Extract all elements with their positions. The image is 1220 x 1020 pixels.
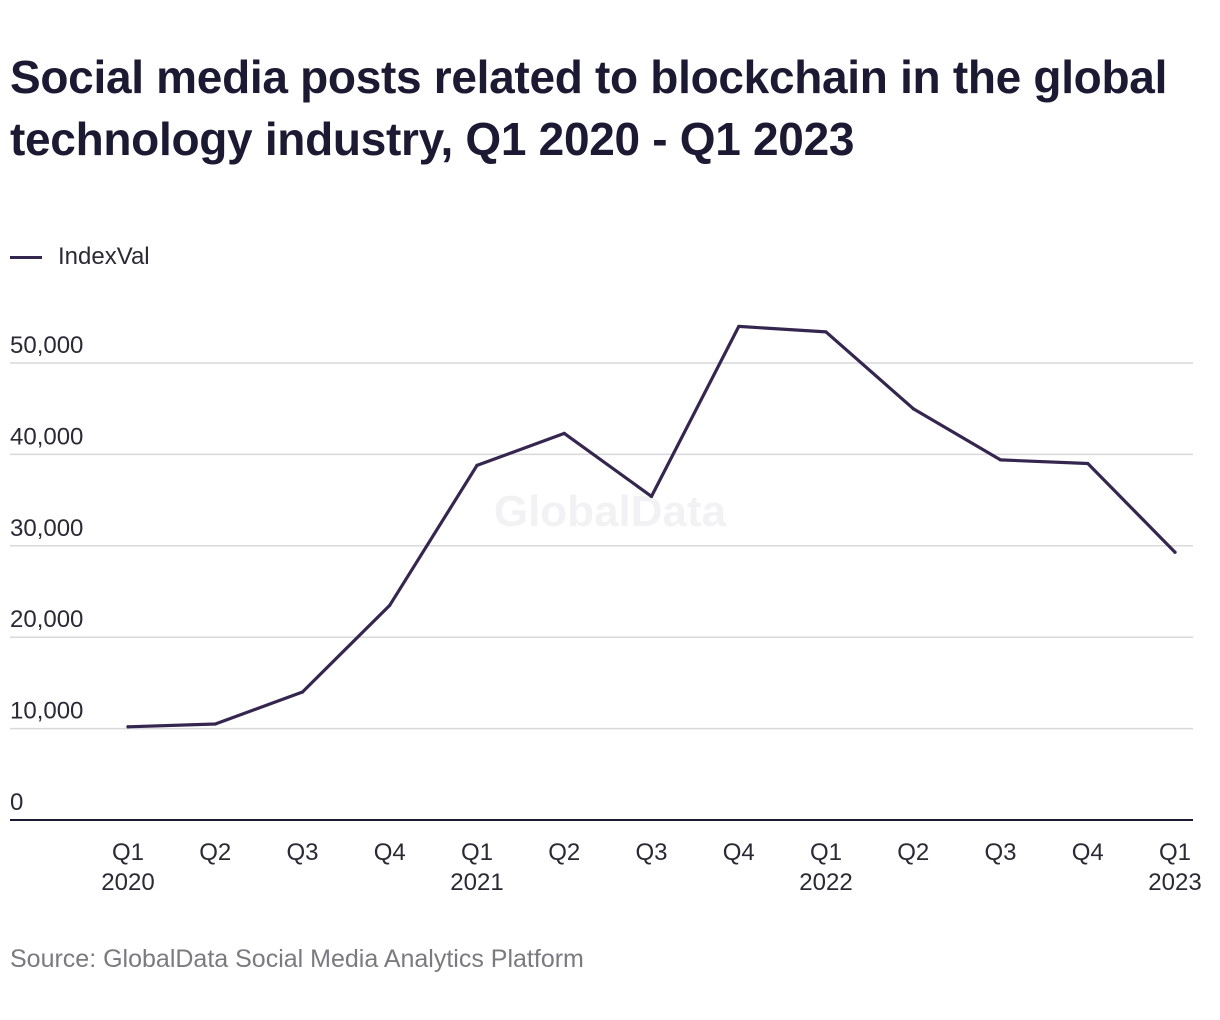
legend: IndexVal (10, 243, 150, 271)
x-tick-label: Q1 (810, 839, 842, 866)
data-point (911, 407, 915, 411)
x-tick-year-label: 2021 (450, 869, 503, 896)
data-point (998, 458, 1003, 462)
x-tick-label: Q4 (374, 839, 406, 866)
gridlines (10, 362, 1193, 730)
y-tick-label: 50,000 (10, 332, 83, 359)
data-point (737, 324, 741, 329)
y-tick-label: 0 (10, 789, 23, 816)
x-tick-label: Q1 (112, 839, 144, 866)
x-tick-label: Q4 (1072, 839, 1104, 866)
y-tick-label: 20,000 (10, 606, 83, 633)
x-tick-label: Q2 (548, 839, 580, 866)
data-point (562, 431, 566, 435)
watermark: GlobalData (494, 487, 727, 536)
legend-label-indexval: IndexVal (58, 243, 150, 270)
y-axis-ticks: 0 10,000 20,000 30,000 40,000 50,000 (10, 332, 83, 816)
x-tick-label: Q3 (984, 839, 1016, 866)
x-tick-year-label: 2022 (799, 869, 852, 896)
x-tick-year-label: 2020 (101, 869, 154, 896)
data-point (300, 690, 305, 694)
x-tick-year-label: 2023 (1148, 869, 1201, 896)
data-point (824, 330, 828, 334)
series-group (126, 324, 1177, 729)
x-tick-label: Q1 (1159, 839, 1191, 866)
x-tick-label: Q3 (635, 839, 667, 866)
x-tick-label: Q1 (461, 839, 493, 866)
x-tick-label: Q4 (723, 839, 755, 866)
legend-swatch-indexval (10, 255, 42, 259)
y-tick-label: 30,000 (10, 515, 83, 542)
x-tick-label: Q2 (199, 839, 231, 866)
x-axis-ticks: Q1 2020 Q2 Q3 Q4 Q1 2021 Q2 Q3 Q4 Q1 2022 Q2 Q3 Q4 Q1 20… (101, 839, 1201, 896)
data-point (475, 463, 479, 467)
chart-title: Social media posts related to blockchain… (10, 51, 1168, 165)
data-point (649, 494, 654, 499)
x-tick-label: Q2 (897, 839, 929, 866)
data-point (1086, 461, 1090, 466)
data-point (1173, 550, 1177, 554)
x-tick-label: Q3 (286, 839, 318, 866)
source-note: Source: GlobalData Social Media Analytic… (10, 945, 584, 973)
y-tick-label: 10,000 (10, 698, 83, 725)
data-point (388, 603, 392, 607)
data-point (213, 722, 217, 726)
y-tick-label: 40,000 (10, 423, 83, 450)
data-point (126, 725, 130, 729)
